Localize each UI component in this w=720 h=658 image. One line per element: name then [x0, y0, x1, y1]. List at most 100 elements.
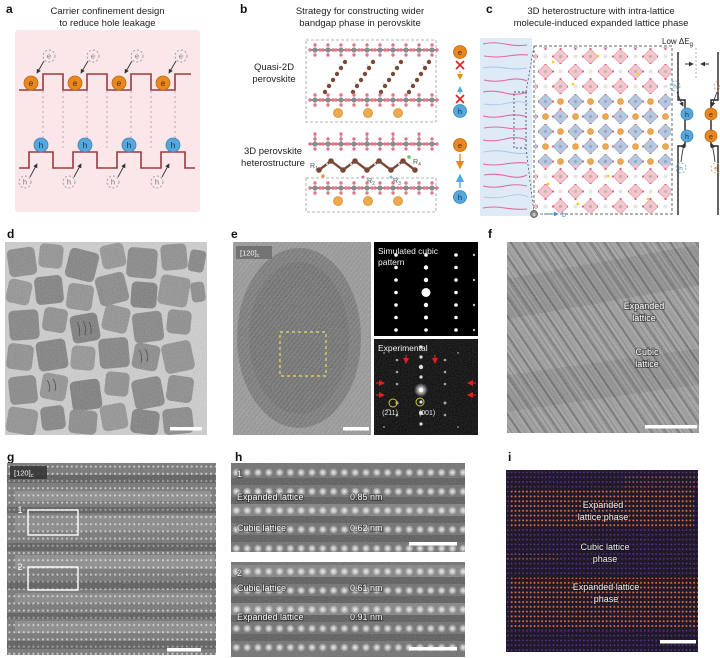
svg-text:b: b — [562, 212, 566, 219]
valence-band-line — [19, 151, 195, 169]
panel-h-region2-image: 2 Cubic lattice 0.61 nm Expanded lattice… — [231, 562, 465, 657]
polymer-chains — [482, 42, 529, 210]
svg-text:Expanded lattice: Expanded lattice — [573, 582, 640, 592]
svg-text:pattern: pattern — [378, 257, 405, 267]
expanded-lattice-region-bottom — [535, 165, 671, 213]
svg-text:R3: R3 — [393, 178, 401, 187]
svg-text:e: e — [714, 166, 718, 173]
panel-b-label: b — [240, 2, 248, 16]
simulated-pattern-title: Simulated cubic pattern — [378, 246, 439, 267]
panel-e-label: e — [231, 227, 238, 241]
svg-text:[120]c: [120]c — [14, 469, 34, 480]
svg-text:0.62 nm: 0.62 nm — [350, 523, 383, 533]
quasi2d-blocked-carriers: e h — [453, 45, 467, 118]
svg-text:e: e — [161, 79, 166, 88]
svg-text:0.91 nm: 0.91 nm — [350, 612, 383, 622]
panel-e-simulated-pattern: Simulated cubic pattern — [374, 242, 478, 336]
holes-trapped: h h h h — [669, 80, 694, 174]
hole-band-edge — [677, 52, 686, 215]
panel-i-label: i — [508, 450, 512, 464]
low-bandgap-label: Low ΔEg — [662, 37, 693, 48]
experimental-title: Experimental — [378, 343, 428, 353]
svg-text:h: h — [111, 178, 115, 187]
panel-d-tem-image — [5, 242, 207, 435]
svg-text:h: h — [67, 178, 71, 187]
indexed-spot-circles — [388, 397, 425, 408]
svg-text:Simulated cubic: Simulated cubic — [378, 246, 439, 256]
svg-text:h: h — [673, 84, 677, 91]
band-alignment-diagram: Low ΔEg h h h h e e e e — [662, 37, 720, 215]
scale-bar — [170, 427, 202, 431]
svg-text:phase: phase — [593, 554, 618, 564]
svg-text:e: e — [29, 79, 34, 88]
scale-bar — [409, 542, 457, 546]
svg-text:h: h — [171, 141, 175, 150]
svg-text:h: h — [127, 141, 131, 150]
a-site-cations — [333, 108, 403, 118]
panel-i-phase-map: Expanded lattice phase Cubic lattice pha… — [506, 470, 698, 652]
spot-index-labels: (2̅11) (001) — [382, 409, 435, 417]
hetero-free-carriers: e h — [453, 138, 467, 204]
panel-h-label: h — [235, 450, 243, 464]
panel-d-label: d — [7, 227, 15, 241]
svg-text:h: h — [679, 166, 683, 173]
svg-text:R1: R1 — [310, 163, 318, 172]
svg-text:(001): (001) — [419, 410, 435, 417]
panel-h-region1-image: 1 Expanded lattice 0.85 nm Cubic lattice… — [231, 463, 465, 552]
svg-text:a: a — [532, 212, 536, 218]
panel-e-experimental-fft: Experimental (2̅11) (001) — [374, 339, 478, 435]
svg-text:R2: R2 — [367, 178, 375, 187]
panel-b-title: Strategy for constructing wider bandgap … — [295, 6, 425, 29]
measurement-labels: 1 Expanded lattice 0.85 nm Cubic lattice… — [236, 468, 384, 534]
svg-text:R4: R4 — [413, 159, 421, 168]
measurement-labels: 2 Cubic lattice 0.61 nm Expanded lattice… — [236, 567, 384, 623]
svg-text:Expanded lattice: Expanded lattice — [237, 492, 304, 502]
fft-region-box — [279, 331, 327, 377]
crystal-axes: a b — [530, 210, 566, 219]
panel-c-title: 3D heterostructure with intra-lattice mo… — [513, 6, 689, 29]
svg-text:Cubic: Cubic — [635, 347, 659, 357]
superlattice-spot-arrows — [376, 355, 476, 398]
fft-spots — [383, 345, 459, 428]
scale-bar — [409, 647, 457, 651]
panel-b-structures: R1 R2 R3 R4 — [305, 39, 439, 213]
svg-text:0.61 nm: 0.61 nm — [350, 583, 383, 593]
molecule-highlight-atoms — [546, 54, 650, 206]
svg-text:h: h — [685, 112, 689, 119]
svg-text:Cubic lattice: Cubic lattice — [237, 583, 286, 593]
substituent-labels: R1 R2 R3 R4 — [310, 159, 421, 187]
panel-g-label: g — [7, 450, 15, 464]
cubic-lattice-region — [535, 93, 671, 165]
electron-band-edge — [710, 52, 719, 215]
panel-f-lattice-image: Expanded lattice Cubic lattice — [507, 242, 699, 433]
svg-text:[120]c: [120]c — [240, 249, 260, 260]
svg-text:e: e — [709, 112, 713, 119]
quasi-2d-structure — [305, 39, 439, 123]
panel-a-label: a — [6, 2, 13, 16]
scale-bar — [645, 425, 697, 429]
heterostructure-label: 3D perovskite heterostructure — [241, 146, 305, 169]
blocked-x-icon — [455, 60, 465, 70]
quasi-2d-label: Quasi-2D perovskite — [252, 62, 296, 85]
expanded-lattice-region-top — [535, 47, 671, 93]
svg-text:e: e — [458, 141, 462, 150]
svg-text:h: h — [23, 178, 27, 187]
scale-bar — [343, 427, 369, 431]
blocked-x-icon — [455, 94, 465, 104]
svg-text:e: e — [709, 134, 713, 141]
panel-g-stem-image: [120]c 1 2 — [7, 463, 216, 655]
svg-text:lattice phase: lattice phase — [578, 512, 629, 522]
svg-text:h: h — [458, 193, 462, 202]
svg-text:Expanded lattice: Expanded lattice — [237, 612, 304, 622]
scale-bar — [660, 640, 696, 644]
region-boxes: 1 2 — [17, 505, 79, 591]
heterostructure-structure: R1 R2 R3 R4 — [305, 132, 439, 213]
zone-axis-tag: [120]c — [10, 466, 47, 479]
svg-text:e: e — [135, 52, 139, 61]
panel-e-hrtem-image: [120]c — [233, 242, 371, 435]
electrons-trapped: e e e e — [704, 80, 720, 174]
panel-c-diagram: a b Low ΔEg h h h h e e e — [480, 37, 720, 219]
